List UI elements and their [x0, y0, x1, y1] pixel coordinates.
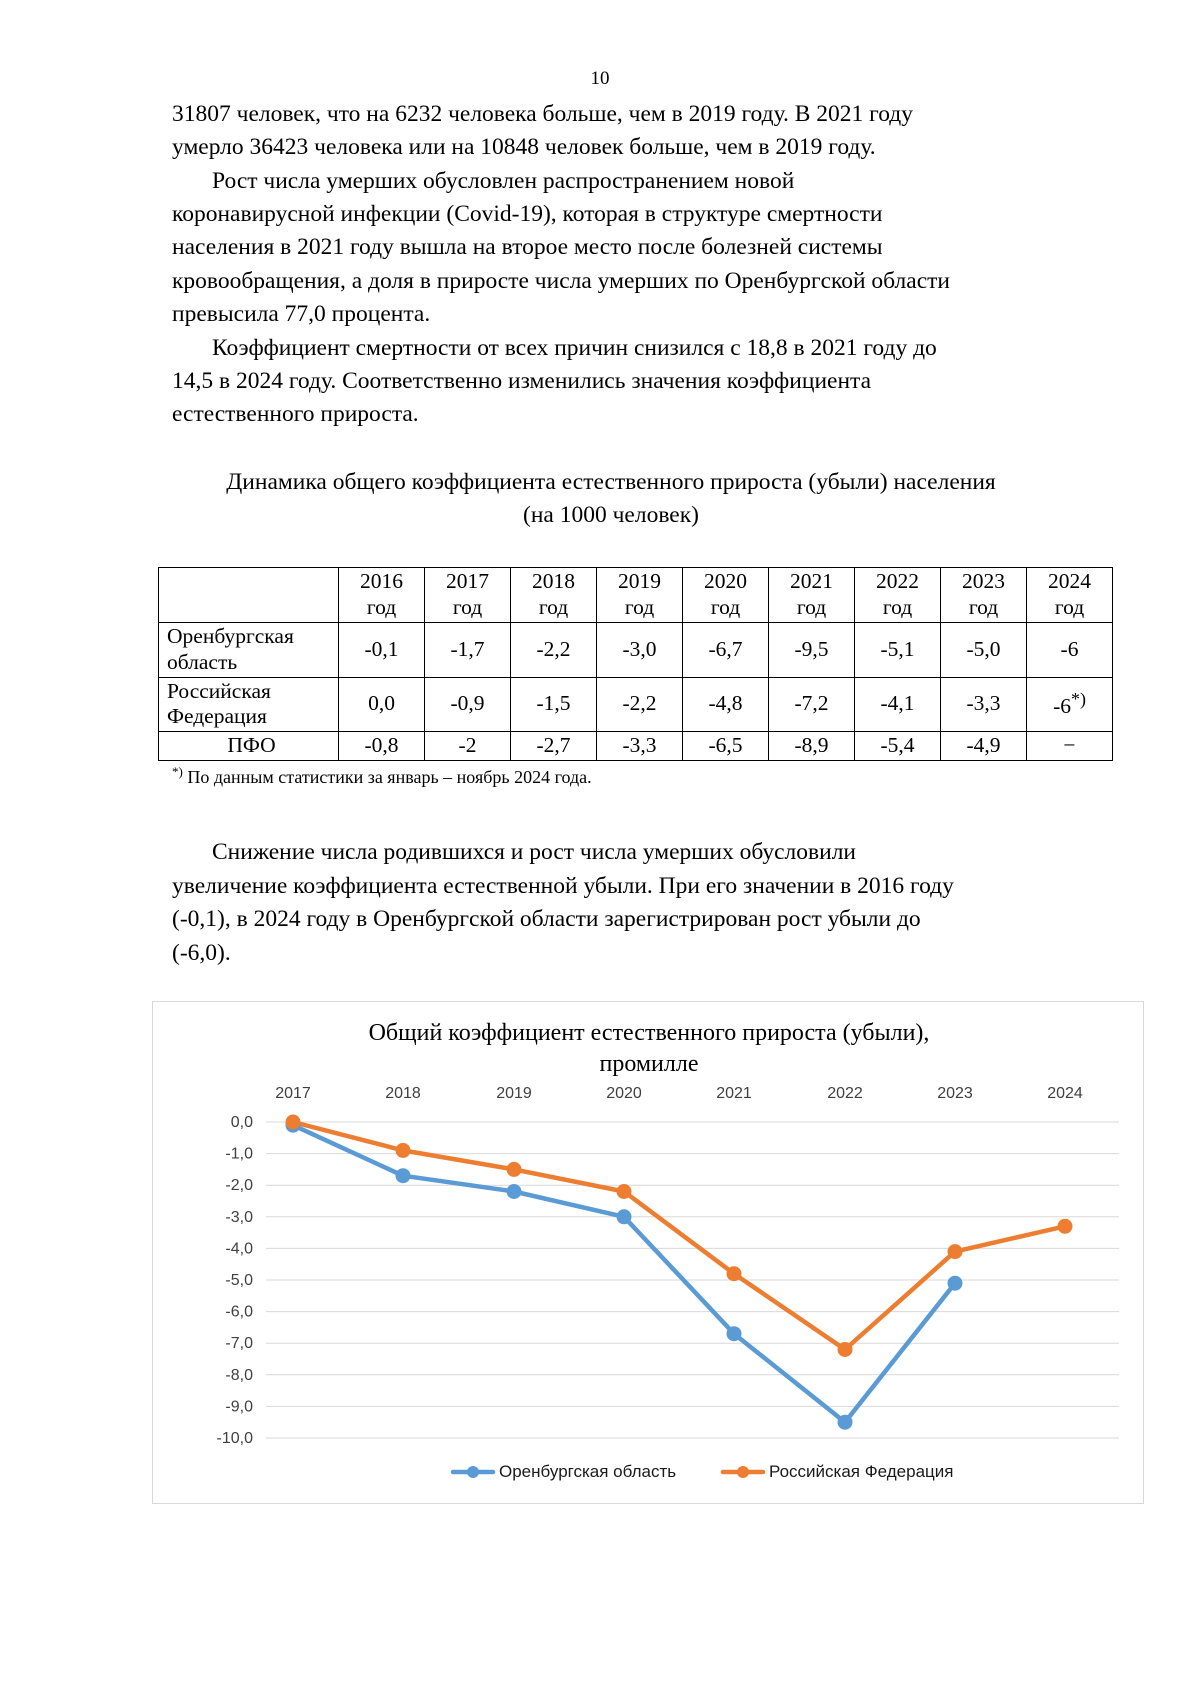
svg-text:-10,0: -10,0: [217, 1430, 254, 1447]
svg-text:-8,0: -8,0: [225, 1367, 253, 1384]
svg-text:-3,0: -3,0: [225, 1209, 253, 1226]
svg-text:-6,0: -6,0: [225, 1304, 253, 1321]
svg-text:2019: 2019: [496, 1085, 532, 1102]
svg-text:2017: 2017: [275, 1085, 311, 1102]
svg-text:2023: 2023: [937, 1085, 973, 1102]
svg-text:2020: 2020: [606, 1085, 642, 1102]
svg-text:2018: 2018: [385, 1085, 421, 1102]
svg-text:2024: 2024: [1047, 1085, 1083, 1102]
svg-text:Оренбургская область: Оренбургская область: [499, 1462, 676, 1481]
svg-text:Российская Федерация: Российская Федерация: [769, 1462, 953, 1481]
svg-text:-1,0: -1,0: [225, 1146, 253, 1163]
svg-text:-5,0: -5,0: [225, 1272, 253, 1289]
svg-text:-4,0: -4,0: [225, 1240, 253, 1257]
svg-text:2022: 2022: [827, 1085, 863, 1102]
svg-text:2021: 2021: [716, 1085, 752, 1102]
svg-text:-9,0: -9,0: [225, 1398, 253, 1415]
svg-text:-7,0: -7,0: [225, 1335, 253, 1352]
svg-text:-2,0: -2,0: [225, 1177, 253, 1194]
svg-text:0,0: 0,0: [231, 1114, 253, 1131]
